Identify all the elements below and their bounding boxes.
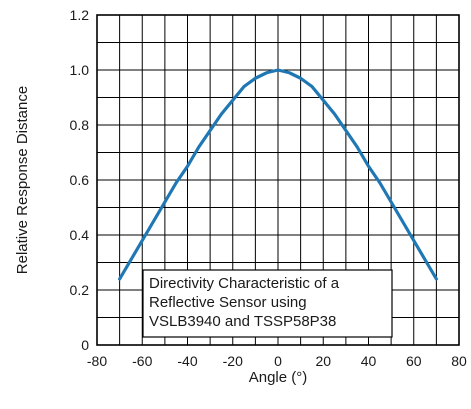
- x-axis-label: Angle (°): [249, 369, 308, 386]
- y-tick-label: 1.2: [70, 7, 90, 23]
- series-layer: [118, 68, 438, 281]
- x-tick-label: -80: [87, 353, 107, 369]
- y-tick-label: 0.4: [70, 227, 90, 243]
- y-axis-label: Relative Response Distance: [14, 86, 31, 274]
- x-tick-label: 20: [315, 353, 331, 369]
- annotation-box-frame: [142, 269, 393, 338]
- annotation-line-2: Reflective Sensor using: [149, 294, 307, 311]
- y-tick-label: 1.0: [70, 62, 90, 78]
- y-tick-labels: 0 0.2 0.4 0.6 0.8 1.0 1.2: [70, 7, 90, 353]
- annotation-line-1: Directivity Characteristic of a: [149, 275, 340, 292]
- x-tick-label: -20: [223, 353, 243, 369]
- plot-frame: [96, 14, 460, 346]
- y-tick-label: 0.6: [70, 172, 90, 188]
- annotation-line-3: VSLB3940 and TSSP58P38: [149, 313, 336, 330]
- x-tick-label: 60: [406, 353, 422, 369]
- x-tick-label: 40: [361, 353, 377, 369]
- x-tick-labels: -80 -60 -40 -20 0 20 40 60 80: [87, 353, 467, 369]
- y-tick-label: 0.2: [70, 282, 90, 298]
- x-tick-label: 80: [451, 353, 467, 369]
- y-tick-label: 0.8: [70, 117, 90, 133]
- y-tick-label: 0: [81, 337, 89, 353]
- series-line: [118, 68, 438, 281]
- x-tick-label: -40: [177, 353, 197, 369]
- x-tick-label: -60: [132, 353, 152, 369]
- x-tick-label: 0: [274, 353, 282, 369]
- annotation-box: Directivity Characteristic of a Reflecti…: [142, 269, 393, 338]
